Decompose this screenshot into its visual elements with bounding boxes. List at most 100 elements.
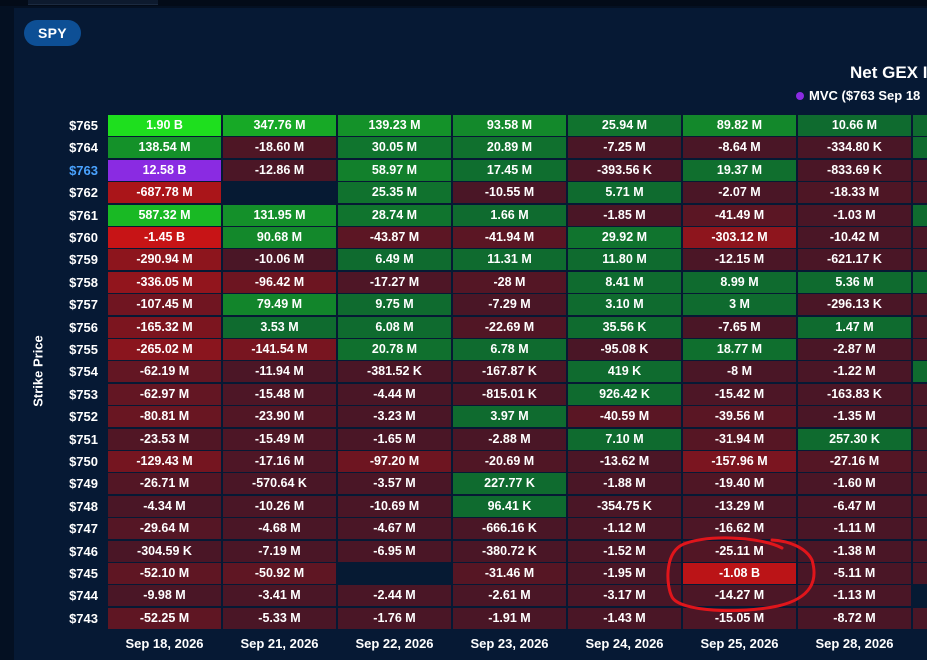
heatmap-cell[interactable]: 20.89 M [453,137,566,159]
heatmap-cell[interactable]: -16.62 M [683,518,796,540]
heatmap-cell[interactable]: 11.31 M [453,249,566,271]
heatmap-cell[interactable]: -336.05 M [108,271,221,293]
heatmap-cell[interactable]: -165.32 M [108,316,221,338]
heatmap-cell[interactable]: -14.27 M [683,585,796,607]
heatmap-cell[interactable]: -22.69 M [453,316,566,338]
heatmap-cell[interactable]: 5.36 M [798,271,911,293]
heatmap-cell[interactable]: -334.80 K [798,137,911,159]
heatmap-cell[interactable]: -52.25 M [108,607,221,629]
heatmap-cell[interactable]: -1.35 M [798,406,911,428]
heatmap-cell[interactable]: 347.76 M [223,115,336,136]
heatmap-cell[interactable]: -41.49 M [683,204,796,226]
heatmap-cell[interactable]: -621.17 K [798,249,911,271]
heatmap-cell[interactable]: 1.66 M [453,204,566,226]
heatmap-cell[interactable]: -41.94 M [453,227,566,248]
heatmap-cell[interactable]: 139.23 M [338,115,451,136]
heatmap-cell[interactable]: -7.29 M [453,294,566,316]
heatmap-cell[interactable]: -8.64 M [683,137,796,159]
heatmap-cell[interactable]: 30.05 M [338,137,451,159]
heatmap-cell[interactable]: -19.40 M [683,473,796,495]
heatmap-cell[interactable]: 28.74 M [338,204,451,226]
heatmap-cell[interactable]: -4.34 M [108,495,221,517]
heatmap-cell[interactable]: 19.37 M [683,159,796,181]
heatmap-cell[interactable]: -1.60 M [798,473,911,495]
heatmap-cell[interactable]: -1.08 B [683,563,796,584]
heatmap-cell[interactable]: -15.49 M [223,428,336,450]
heatmap-cell[interactable]: 6.08 M [338,316,451,338]
heatmap-cell[interactable]: 90.68 M [223,227,336,248]
heatmap-cell[interactable]: -6.47 M [798,495,911,517]
heatmap-cell[interactable]: 9.75 M [338,294,451,316]
heatmap-cell[interactable]: -3.41 M [223,585,336,607]
top-tab[interactable] [28,0,158,5]
heatmap-cell[interactable]: -17.16 M [223,451,336,472]
heatmap-cell[interactable]: -1.52 M [568,540,681,562]
heatmap-cell[interactable] [223,182,336,204]
heatmap-cell[interactable]: -296.13 K [798,294,911,316]
heatmap-cell[interactable]: 20.78 M [338,339,451,360]
heatmap-cell[interactable]: 1.47 M [798,316,911,338]
heatmap-cell[interactable]: 3 M [683,294,796,316]
heatmap-cell[interactable]: 96.41 K [453,495,566,517]
heatmap-cell[interactable]: -815.01 K [453,383,566,405]
heatmap-cell[interactable]: -2.44 M [338,585,451,607]
heatmap-cell[interactable]: -96.42 M [223,271,336,293]
heatmap-cell[interactable]: -15.48 M [223,383,336,405]
heatmap-cell[interactable]: 419 K [568,361,681,383]
heatmap-cell[interactable]: 29.92 M [568,227,681,248]
heatmap-cell[interactable]: -290.94 M [108,249,221,271]
heatmap-cell[interactable]: 3.10 M [568,294,681,316]
heatmap-cell[interactable]: 227.77 K [453,473,566,495]
heatmap-cell[interactable]: 138.54 M [108,137,221,159]
heatmap-cell[interactable]: -80.81 M [108,406,221,428]
heatmap-cell[interactable]: -52.10 M [108,563,221,584]
heatmap-cell[interactable]: -1.45 B [108,227,221,248]
heatmap-cell[interactable]: 5.71 M [568,182,681,204]
heatmap-cell[interactable]: -23.53 M [108,428,221,450]
heatmap-cell[interactable]: -7.65 M [683,316,796,338]
heatmap-cell[interactable]: 11.80 M [568,249,681,271]
heatmap-cell[interactable]: -10.06 M [223,249,336,271]
heatmap-cell[interactable]: 6.49 M [338,249,451,271]
heatmap-cell[interactable]: -20.69 M [453,451,566,472]
heatmap-cell[interactable]: -13.62 M [568,451,681,472]
heatmap-cell[interactable]: -43.87 M [338,227,451,248]
heatmap-cell[interactable]: -4.67 M [338,518,451,540]
heatmap-cell[interactable]: 79.49 M [223,294,336,316]
heatmap-cell[interactable]: -29.64 M [108,518,221,540]
heatmap-cell[interactable]: -1.95 M [568,563,681,584]
heatmap-cell[interactable]: -4.68 M [223,518,336,540]
heatmap-cell[interactable]: 3.97 M [453,406,566,428]
heatmap-cell[interactable]: -167.87 K [453,361,566,383]
heatmap-cell[interactable]: 587.32 M [108,204,221,226]
heatmap-cell[interactable]: -15.42 M [683,383,796,405]
heatmap-cell[interactable]: -18.33 M [798,182,911,204]
heatmap-cell[interactable]: -8.72 M [798,607,911,629]
heatmap-cell[interactable]: -666.16 K [453,518,566,540]
heatmap-cell[interactable]: -10.69 M [338,495,451,517]
heatmap-cell[interactable]: -28 M [453,271,566,293]
heatmap-cell[interactable]: -12.15 M [683,249,796,271]
heatmap-cell[interactable]: -570.64 K [223,473,336,495]
heatmap-cell[interactable]: -7.19 M [223,540,336,562]
heatmap-cell[interactable]: -26.71 M [108,473,221,495]
heatmap-cell[interactable]: 3.53 M [223,316,336,338]
heatmap-cell[interactable]: -62.97 M [108,383,221,405]
heatmap-cell[interactable]: 7.10 M [568,428,681,450]
heatmap-cell[interactable]: -95.08 K [568,339,681,360]
heatmap-cell[interactable]: -2.07 M [683,182,796,204]
heatmap-cell[interactable]: -97.20 M [338,451,451,472]
heatmap-cell[interactable]: 89.82 M [683,115,796,136]
heatmap-cell[interactable]: 25.94 M [568,115,681,136]
heatmap-cell[interactable]: -1.76 M [338,607,451,629]
heatmap-cell[interactable]: -9.98 M [108,585,221,607]
ticker-button[interactable]: SPY [24,20,81,46]
heatmap-cell[interactable]: 257.30 K [798,428,911,450]
heatmap-cell[interactable]: -3.23 M [338,406,451,428]
heatmap-cell[interactable]: -381.52 K [338,361,451,383]
heatmap-cell[interactable]: -1.38 M [798,540,911,562]
heatmap-cell[interactable]: -25.11 M [683,540,796,562]
heatmap-cell[interactable]: 8.99 M [683,271,796,293]
heatmap-cell[interactable]: -7.25 M [568,137,681,159]
heatmap-cell[interactable]: -354.75 K [568,495,681,517]
